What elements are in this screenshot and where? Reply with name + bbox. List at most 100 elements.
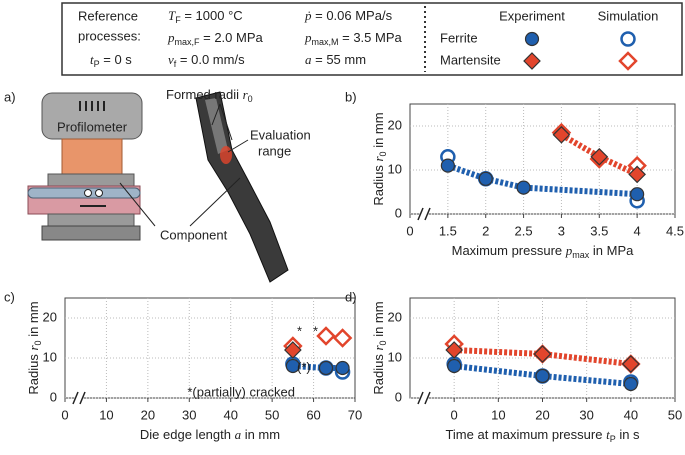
parameter: TF = 1000 °C [168,8,243,25]
legend-heading: Experiment [499,8,565,23]
setup-label: Formed radii r0 [166,87,253,104]
y-tick-label: 20 [43,309,57,324]
annotation: * [313,323,318,338]
header-box [61,2,683,76]
label-variable: ṗ [304,8,312,23]
y-tick-label: 20 [388,117,402,132]
data-point [533,345,552,363]
leader [119,182,156,227]
data-point [447,358,462,374]
axis-break [79,391,86,405]
x-tick-label: 30 [182,407,196,422]
axis-break-gap [420,208,428,220]
x-tick-label: 4 [634,223,641,238]
legend-heading: Simulation [598,8,659,23]
x-tick-label: 20 [535,407,549,422]
panel-label: c) [4,289,15,304]
x-tick-label: 4.5 [666,223,684,238]
symbol [84,189,92,197]
label-subscript: max,M [312,37,339,47]
label-text: Formed radii [166,87,243,102]
label-variable: r [243,87,249,102]
data-point [621,355,640,373]
x-tick-label: 60 [306,407,320,422]
x-tick-label: 30 [579,407,593,422]
label-text: in s [616,427,640,442]
label-variable: p [304,30,312,45]
x-axis-label: Time at maximum pressure tP in s [445,427,640,444]
data-point [332,328,353,348]
trend-line [292,363,343,371]
setup-label: Evaluation [250,127,311,142]
y-tick-label: 10 [43,349,57,364]
label-text: = 3.5 MPa [339,30,403,45]
label-text: = 0 s [100,52,133,67]
panel-label: a) [4,89,16,104]
label-subscript: P [610,434,616,444]
x-tick-label: 0 [406,223,413,238]
legend-marker [618,51,638,71]
y-tick-label: 10 [388,161,402,176]
label-text: in mm [371,301,386,340]
y-tick-label: 10 [388,349,402,364]
label-subscript: 0 [378,340,388,345]
label-variable: r [371,345,386,351]
data-point [335,360,350,376]
label-variable: T [168,8,176,23]
x-tick-label: 0 [451,407,458,422]
data-point [516,180,531,195]
x-tick-label: 0 [61,407,68,422]
x-tick-label: 10 [491,407,505,422]
label-text: = 0.0 mm/s [176,52,245,67]
data-point [284,341,302,359]
setup-label: Component [160,227,228,242]
label-variable: p [167,30,175,45]
x-tick-label: 50 [265,407,279,422]
y-tick-label: 20 [388,309,402,324]
label-variable: a [235,427,242,442]
legend-marker [620,31,636,47]
label-variable: t [90,52,94,67]
data-point [478,171,493,186]
axis-break-gap [420,392,428,404]
x-axis-label: Die edge length a in mm [140,427,280,442]
label-text: = 2.0 MPa [200,30,264,45]
label-variable: t [606,427,610,442]
label-subscript: max,F [175,37,201,47]
trend-line [559,132,639,178]
x-tick-label: 1.5 [439,223,457,238]
axis-break-gap [75,392,83,404]
component-highlight [205,98,228,154]
y-tick-label: 0 [395,205,402,220]
label-text: Radius [26,351,41,395]
trend-line [454,347,632,367]
data-point [440,158,455,173]
parameter: tP = 0 s [90,52,132,69]
label-text: Die edge length [140,427,235,442]
y-axis-label: Radius r0 in mm [26,301,43,394]
x-tick-label: 70 [348,407,362,422]
data-point [628,165,646,184]
label-subscript: P [94,59,100,69]
component-photo [195,91,289,283]
annotation: (*) [297,359,311,374]
parameter: pmax,F = 2.0 MPa [167,30,264,47]
evaluation-range [220,146,232,164]
x-tick-label: 3.5 [590,223,608,238]
symbol [95,189,103,197]
data-point [445,341,464,359]
label-variable: r [371,156,386,162]
x-tick-label: 3 [558,223,565,238]
label-text: = 0.06 MPa/s [312,8,393,23]
x-axis-label: Maximum pressure pmax in MPa [452,243,634,260]
data-point [630,187,645,202]
data-point [552,125,571,144]
annotation: *(partially) cracked [187,384,295,399]
y-tick-label: 0 [395,389,402,404]
label-subscript: f [174,59,177,69]
panel-label: d) [345,289,357,304]
axis-break [424,207,431,221]
axis-break [417,391,424,405]
axis-break [72,391,79,405]
